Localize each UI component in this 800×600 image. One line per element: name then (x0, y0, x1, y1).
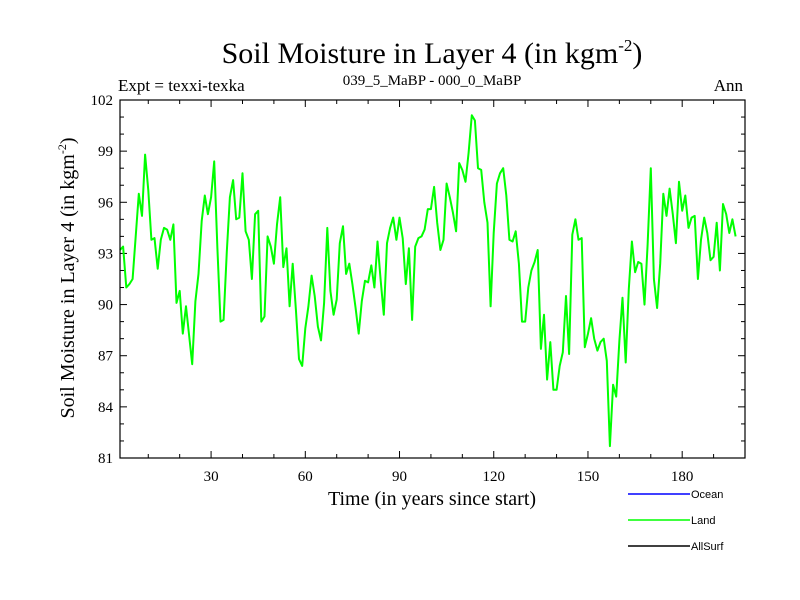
chart-title-main: Soil Moisture in Layer 4 (in kgm (222, 37, 619, 70)
y-tick-label: 99 (98, 144, 113, 160)
y-tick-label: 102 (91, 93, 114, 109)
subtitle-center: 039_5_MaBP - 000_0_MaBP (343, 73, 522, 89)
y-tick-label: 81 (98, 451, 113, 467)
y-axis-label-sup: -2 (55, 144, 69, 154)
legend-label-land: Land (691, 515, 715, 527)
x-tick-label: 60 (298, 469, 313, 485)
y-axis-label-main: Soil Moisture in Layer 4 (in kgm (57, 154, 79, 419)
x-tick-label: 30 (204, 469, 219, 485)
x-tick-label: 120 (482, 469, 505, 485)
chart-title-sup: -2 (618, 36, 632, 55)
y-tick-label: 90 (98, 298, 113, 314)
y-tick-label: 96 (98, 195, 114, 211)
x-tick-label: 150 (577, 469, 600, 485)
legend-label-allsurf: AllSurf (691, 541, 724, 553)
x-tick-label: 90 (392, 469, 407, 485)
legend-label-ocean: Ocean (691, 489, 723, 501)
x-tick-label: 180 (671, 469, 694, 485)
chart: Soil Moisture in Layer 4 (in kgm-2) Expt… (0, 0, 800, 600)
y-axis-label: Soil Moisture in Layer 4 (in kgm-2) (55, 137, 79, 418)
y-tick-label: 93 (98, 246, 113, 262)
subtitle-left: Expt = texxi-texka (118, 76, 245, 95)
x-axis-label: Time (in years since start) (328, 488, 536, 510)
y-axis-label-end: ) (57, 137, 79, 144)
y-tick-label: 84 (98, 400, 114, 416)
subtitle-right: Ann (714, 76, 744, 95)
y-tick-label: 87 (98, 349, 114, 365)
chart-title-end: ) (632, 37, 642, 70)
chart-title: Soil Moisture in Layer 4 (in kgm-2) (222, 36, 643, 70)
